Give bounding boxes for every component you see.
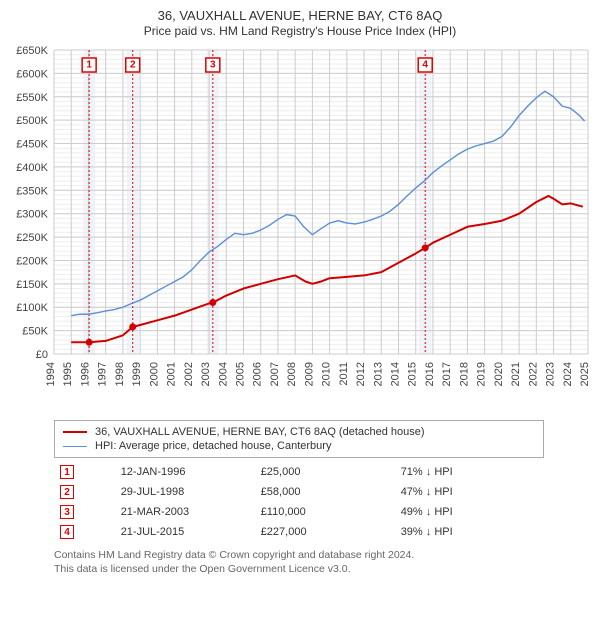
sale-marker-cell: 3 bbox=[54, 502, 115, 522]
svg-text:2003: 2003 bbox=[200, 362, 212, 386]
svg-text:2005: 2005 bbox=[234, 362, 246, 386]
svg-text:2018: 2018 bbox=[458, 362, 470, 386]
svg-text:2024: 2024 bbox=[562, 362, 574, 386]
sale-price: £227,000 bbox=[255, 522, 395, 542]
price-chart: £0 £50K £100K £150K £200K £250K £300K £350K £400… bbox=[6, 44, 594, 414]
svg-text:2025: 2025 bbox=[579, 362, 591, 386]
sale-row: 4 21-JUL-2015£227,00039% ↓ HPI bbox=[54, 522, 544, 542]
legend-label: 36, VAUXHALL AVENUE, HERNE BAY, CT6 8AQ … bbox=[95, 426, 425, 438]
sale-date: 12-JAN-1996 bbox=[115, 462, 255, 482]
sale-marker-icon: 3 bbox=[60, 505, 74, 519]
svg-text:£350K: £350K bbox=[16, 185, 48, 197]
svg-text:1994: 1994 bbox=[45, 362, 57, 386]
footer-line: This data is licensed under the Open Gov… bbox=[54, 562, 544, 576]
svg-text:1997: 1997 bbox=[97, 362, 109, 386]
sale-marker-icon: 1 bbox=[60, 465, 74, 479]
svg-text:2010: 2010 bbox=[321, 362, 333, 386]
svg-text:2023: 2023 bbox=[545, 362, 557, 386]
svg-text:£0: £0 bbox=[36, 349, 48, 361]
sale-delta: 39% ↓ HPI bbox=[395, 522, 544, 542]
sale-marker-cell: 4 bbox=[54, 522, 115, 542]
svg-text:2000: 2000 bbox=[148, 362, 160, 386]
svg-text:2017: 2017 bbox=[441, 362, 453, 386]
svg-text:£250K: £250K bbox=[16, 232, 48, 244]
svg-text:1996: 1996 bbox=[79, 362, 91, 386]
sale-marker-icon: 4 bbox=[60, 525, 74, 539]
svg-text:2002: 2002 bbox=[183, 362, 195, 386]
footer-attribution: Contains HM Land Registry data © Crown c… bbox=[54, 548, 544, 576]
sale-price: £58,000 bbox=[255, 482, 395, 502]
sale-row: 1 12-JAN-1996£25,00071% ↓ HPI bbox=[54, 462, 544, 482]
svg-text:2016: 2016 bbox=[424, 362, 436, 386]
svg-text:2019: 2019 bbox=[476, 362, 488, 386]
sales-table: 1 12-JAN-1996£25,00071% ↓ HPI 2 29-JUL-1998… bbox=[54, 462, 544, 542]
svg-text:2001: 2001 bbox=[166, 362, 178, 386]
sale-delta: 71% ↓ HPI bbox=[395, 462, 544, 482]
chart-title: 36, VAUXHALL AVENUE, HERNE BAY, CT6 8AQ bbox=[6, 8, 594, 23]
svg-text:2006: 2006 bbox=[252, 362, 264, 386]
legend: 36, VAUXHALL AVENUE, HERNE BAY, CT6 8AQ … bbox=[54, 420, 544, 458]
svg-text:£400K: £400K bbox=[16, 162, 48, 174]
svg-text:2015: 2015 bbox=[407, 362, 419, 386]
svg-text:£650K: £650K bbox=[16, 45, 48, 57]
svg-text:£150K: £150K bbox=[16, 279, 48, 291]
svg-text:£50K: £50K bbox=[22, 326, 48, 338]
sale-marker-icon: 2 bbox=[60, 485, 74, 499]
svg-text:2021: 2021 bbox=[510, 362, 522, 386]
sale-row: 2 29-JUL-1998£58,00047% ↓ HPI bbox=[54, 482, 544, 502]
sale-price: £25,000 bbox=[255, 462, 395, 482]
svg-text:2011: 2011 bbox=[338, 362, 350, 386]
svg-text:2009: 2009 bbox=[303, 362, 315, 386]
sale-delta: 49% ↓ HPI bbox=[395, 502, 544, 522]
svg-text:2013: 2013 bbox=[372, 362, 384, 386]
svg-text:£200K: £200K bbox=[16, 255, 48, 267]
legend-item-property: 36, VAUXHALL AVENUE, HERNE BAY, CT6 8AQ … bbox=[63, 425, 535, 439]
chart-subtitle: Price paid vs. HM Land Registry's House … bbox=[6, 24, 594, 38]
svg-text:£500K: £500K bbox=[16, 115, 48, 127]
svg-text:2022: 2022 bbox=[527, 362, 539, 386]
svg-text:£300K: £300K bbox=[16, 209, 48, 221]
legend-item-hpi: HPI: Average price, detached house, Cant… bbox=[63, 439, 535, 453]
svg-text:1999: 1999 bbox=[131, 362, 143, 386]
svg-text:£100K: £100K bbox=[16, 302, 48, 314]
svg-text:4: 4 bbox=[422, 60, 428, 71]
footer-line: Contains HM Land Registry data © Crown c… bbox=[54, 548, 544, 562]
sale-marker-cell: 2 bbox=[54, 482, 115, 502]
svg-text:1: 1 bbox=[86, 60, 92, 71]
svg-text:2012: 2012 bbox=[355, 362, 367, 386]
svg-text:£450K: £450K bbox=[16, 139, 48, 151]
svg-text:2: 2 bbox=[130, 60, 136, 71]
svg-text:1998: 1998 bbox=[114, 362, 126, 386]
sale-date: 29-JUL-1998 bbox=[115, 482, 255, 502]
sale-marker-cell: 1 bbox=[54, 462, 115, 482]
svg-text:1995: 1995 bbox=[62, 362, 74, 386]
sale-date: 21-MAR-2003 bbox=[115, 502, 255, 522]
svg-text:2008: 2008 bbox=[286, 362, 298, 386]
svg-text:2014: 2014 bbox=[390, 362, 402, 386]
sale-price: £110,000 bbox=[255, 502, 395, 522]
sale-delta: 47% ↓ HPI bbox=[395, 482, 544, 502]
svg-text:2004: 2004 bbox=[217, 362, 229, 386]
sale-row: 3 21-MAR-2003£110,00049% ↓ HPI bbox=[54, 502, 544, 522]
svg-text:2007: 2007 bbox=[269, 362, 281, 386]
svg-text:2020: 2020 bbox=[493, 362, 505, 386]
legend-label: HPI: Average price, detached house, Cant… bbox=[95, 440, 331, 452]
svg-text:3: 3 bbox=[210, 60, 216, 71]
sale-date: 21-JUL-2015 bbox=[115, 522, 255, 542]
svg-text:£550K: £550K bbox=[16, 92, 48, 104]
svg-text:£600K: £600K bbox=[16, 68, 48, 80]
